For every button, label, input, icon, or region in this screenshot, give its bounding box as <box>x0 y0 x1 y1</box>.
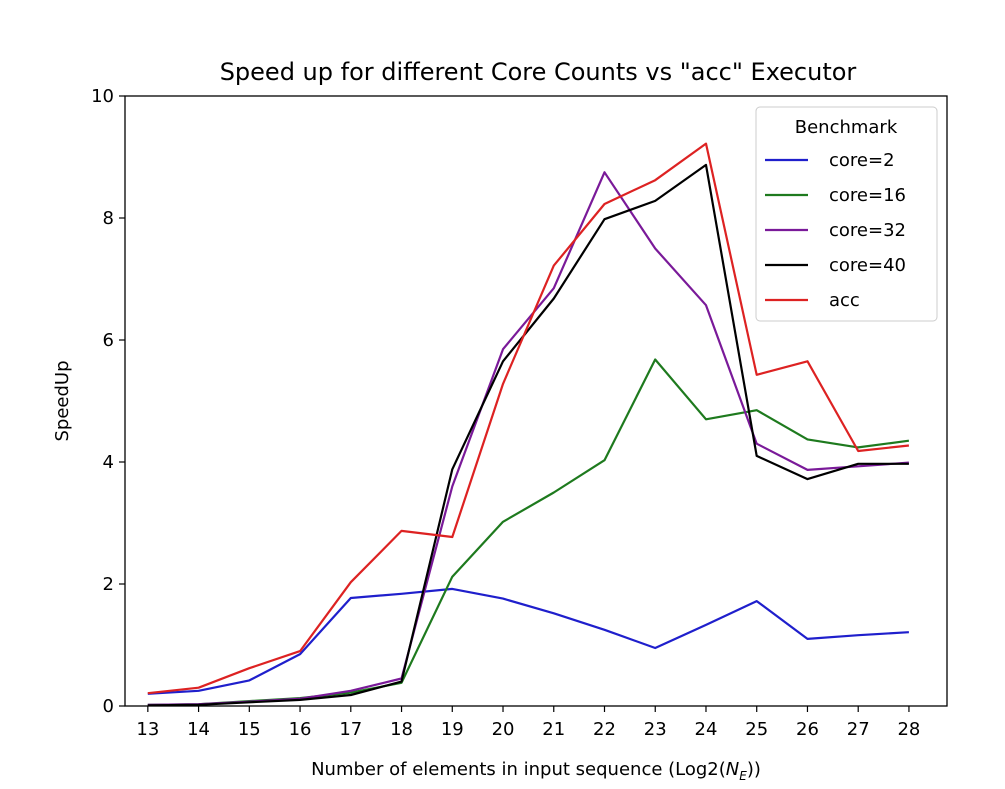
legend-label: core=32 <box>829 220 906 241</box>
legend-label: acc <box>829 290 860 311</box>
legend-item-core-2[interactable]: core=2 <box>765 150 895 171</box>
series-line-acc <box>147 142 910 695</box>
x-tick-label: 13 <box>136 719 159 740</box>
x-tick-label: 17 <box>339 719 362 740</box>
x-axis: 13 14 15 16 17 18 19 20 21 22 23 24 25 26 27 28 <box>136 706 920 740</box>
x-axis-label: Number of elements in input sequence (Lo… <box>311 759 761 783</box>
x-tick-label: 20 <box>492 719 515 740</box>
y-axis-label: SpeedUp <box>52 360 73 441</box>
x-tick-label: 28 <box>897 719 920 740</box>
x-tick-label: 15 <box>238 719 261 740</box>
legend-items: core=2 core=16 core=32 core=40 acc <box>765 150 906 311</box>
x-tick-label: 26 <box>796 719 819 740</box>
x-tick-label: 14 <box>187 719 210 740</box>
y-tick-label: 4 <box>103 452 114 473</box>
chart-title: Speed up for different Core Counts vs "a… <box>220 58 857 86</box>
x-tick-label: 22 <box>593 719 616 740</box>
x-tick-label: 23 <box>644 719 667 740</box>
x-tick-label: 18 <box>390 719 413 740</box>
y-tick-label: 0 <box>103 696 114 717</box>
plot-area <box>124 95 948 707</box>
legend-box <box>755 106 938 322</box>
series-line-core-40 <box>147 163 909 707</box>
y-tick-label: 6 <box>103 330 114 351</box>
x-tick-label: 16 <box>289 719 312 740</box>
y-tick-label: 2 <box>103 574 114 595</box>
y-tick-label: 8 <box>103 208 114 229</box>
legend-item-core-32[interactable]: core=32 <box>765 220 906 241</box>
series-layer <box>147 142 910 707</box>
plot-frame <box>124 95 948 707</box>
legend-label: core=2 <box>829 150 895 171</box>
legend-item-core-16[interactable]: core=16 <box>765 185 906 206</box>
legend-item-core-40[interactable]: core=40 <box>765 255 906 276</box>
y-axis: 0 2 4 6 8 10 <box>91 86 125 717</box>
legend-title: Benchmark <box>795 117 898 138</box>
legend-item-acc[interactable]: acc <box>765 290 860 311</box>
x-tick-label: 25 <box>745 719 768 740</box>
x-tick-label: 27 <box>847 719 870 740</box>
legend-label: core=40 <box>829 255 906 276</box>
x-tick-label: 24 <box>695 719 718 740</box>
x-tick-label: 19 <box>441 719 464 740</box>
series-line-core-2 <box>147 587 909 695</box>
y-tick-label: 10 <box>91 86 114 107</box>
legend[interactable]: Benchmark core=2 core=16 core=32 core=40 acc <box>755 106 938 322</box>
x-tick-label: 21 <box>542 719 565 740</box>
legend-label: core=16 <box>829 185 906 206</box>
